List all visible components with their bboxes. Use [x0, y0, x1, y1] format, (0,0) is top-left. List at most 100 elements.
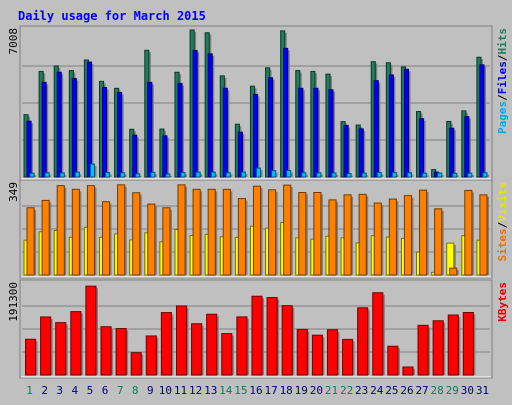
day-label: 11	[174, 384, 187, 397]
day-label: 21	[325, 384, 338, 397]
legend-entry: Hits	[496, 28, 509, 55]
day-label: 5	[87, 384, 94, 397]
day-6-bars	[100, 326, 114, 376]
files-bar	[56, 71, 62, 178]
pages-bar	[316, 172, 322, 178]
day-23-bars	[355, 124, 369, 178]
day-label: 25	[385, 384, 398, 397]
legend-kbytes: KBytes	[496, 282, 509, 322]
day-5-bars	[83, 185, 97, 276]
sites-bar	[26, 207, 35, 276]
day-4-bars	[70, 311, 83, 376]
day-label: 18	[280, 384, 293, 397]
sites-bar	[434, 208, 443, 276]
sites-bar	[162, 207, 171, 276]
kbytes-bar	[145, 335, 157, 376]
pages-bar	[406, 172, 413, 178]
legend-entry: /	[496, 54, 509, 61]
sites-bar	[117, 184, 126, 276]
sites-bar	[132, 192, 141, 276]
day-13-bars	[204, 188, 218, 276]
pages-bar	[165, 173, 171, 178]
sites-bar	[449, 267, 458, 276]
kbytes-bar	[311, 334, 323, 376]
kbytes-bar	[100, 326, 112, 376]
pages-bar	[255, 167, 262, 178]
day-28-bars	[431, 169, 444, 178]
day-label: 10	[159, 384, 172, 397]
files-bar	[162, 135, 168, 178]
day-25-bars	[385, 198, 399, 276]
files-bar	[71, 78, 77, 178]
day-25-bars	[387, 345, 400, 376]
day-9-bars	[145, 335, 159, 376]
files-bar	[177, 82, 183, 178]
files-bar	[268, 77, 274, 178]
day-25-bars	[385, 62, 399, 178]
day-30-bars	[462, 311, 476, 376]
day-label: 26	[400, 384, 413, 397]
chart-panels: 7008Pages/Files/Hits349Sites/Visits19130…	[7, 25, 509, 379]
day-7-bars	[115, 328, 129, 376]
files-bar	[449, 127, 455, 178]
day-13-bars	[206, 313, 219, 376]
kbytes-bar	[175, 305, 188, 376]
files-bar	[86, 61, 92, 178]
kbytes-bar	[191, 323, 203, 376]
files-bar	[192, 49, 198, 178]
sites-bar	[403, 195, 413, 276]
kbytes-bar	[160, 312, 172, 376]
day-label: 23	[355, 384, 368, 397]
files-bar	[207, 53, 213, 178]
pages-bar	[331, 172, 337, 178]
kbytes-bar	[85, 285, 97, 376]
files-bar	[132, 134, 138, 178]
kbytes-bar	[402, 366, 414, 376]
day-label: 3	[56, 384, 63, 397]
day-label: 4	[72, 384, 79, 397]
files-bar	[147, 81, 153, 178]
day-6-bars	[98, 80, 112, 178]
pages-bar	[195, 171, 201, 178]
sites-bar	[283, 184, 292, 276]
day-3-bars	[53, 65, 67, 178]
day-18-bars	[280, 184, 293, 276]
day-30-bars	[461, 189, 474, 276]
day-label: 16	[249, 384, 262, 397]
pages-bar	[301, 172, 307, 178]
sites-bar	[373, 202, 382, 276]
pages-bar	[29, 172, 35, 178]
day-11-bars	[175, 305, 189, 376]
kbytes-bar	[447, 314, 459, 376]
kbytes-bar	[40, 316, 52, 376]
day-21-bars	[325, 199, 339, 276]
legend-hits-files-pages: Pages/Files/Hits	[496, 28, 509, 134]
day-9-bars	[144, 203, 157, 276]
day-label: 15	[234, 384, 247, 397]
day-7-bars	[114, 184, 127, 276]
day-28-bars	[431, 208, 444, 276]
day-label: 13	[204, 384, 217, 397]
day-3-bars	[53, 185, 67, 276]
sites-bar	[41, 199, 50, 276]
day-label: 8	[132, 384, 139, 397]
files-bar	[358, 128, 364, 178]
kbytes-bar	[115, 328, 127, 376]
day-label: 1	[26, 384, 33, 397]
pages-bar	[361, 172, 367, 178]
day-29-bars	[446, 120, 459, 178]
pages-bar	[286, 169, 292, 178]
kbytes-bar	[266, 297, 278, 376]
sites-bar	[237, 198, 246, 276]
files-bar	[237, 131, 243, 178]
files-bar	[328, 89, 334, 178]
panel-kbytes: 191300 KBytes	[7, 279, 509, 379]
pages-bar	[180, 172, 186, 178]
day-13-bars	[204, 32, 218, 178]
day-label: 17	[264, 384, 277, 397]
legend-entry: Pages	[496, 101, 509, 134]
sites-bar	[419, 189, 428, 276]
day-2-bars	[40, 316, 53, 376]
day-2-bars	[38, 199, 52, 276]
